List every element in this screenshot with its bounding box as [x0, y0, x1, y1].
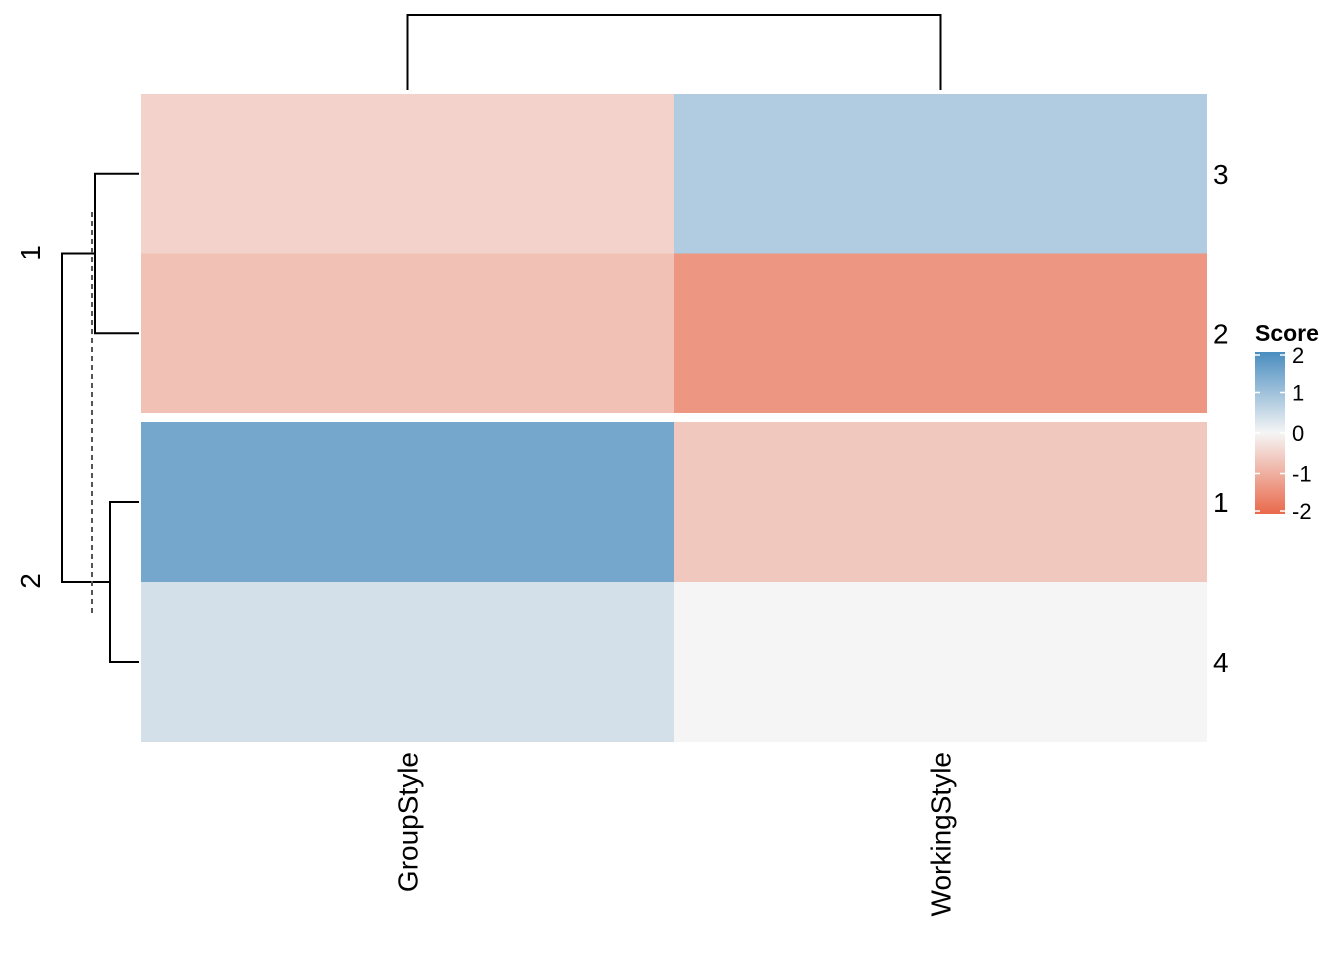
split-label-2: 2 — [15, 573, 46, 589]
heatmap-cell-row-3-WorkingStyle — [674, 94, 1207, 254]
row-dendrogram — [61, 172, 139, 663]
row-dendrogram-root — [61, 252, 110, 583]
column-labels: GroupStyle WorkingStyle — [393, 752, 957, 916]
column-dendrogram-branch — [406, 14, 942, 90]
legend-tick-label-0: 0 — [1292, 421, 1304, 446]
split-label-1: 1 — [15, 245, 46, 261]
legend-ticks: 2 1 0 -1 -2 — [1255, 343, 1312, 524]
column-label-workingstyle: WorkingStyle — [926, 752, 957, 916]
heatmap-cell-row-2-GroupStyle — [141, 253, 674, 413]
row-label-2: 2 — [1213, 318, 1229, 349]
row-dendrogram-branch-1 — [94, 172, 139, 335]
heatmap-cell-row-1-WorkingStyle — [674, 422, 1207, 582]
legend-tick-label-2: 2 — [1292, 343, 1304, 368]
heatmap-cell-row-4-WorkingStyle — [674, 582, 1207, 742]
heatmap-cell-row-4-GroupStyle — [141, 582, 674, 742]
column-label-groupstyle: GroupStyle — [393, 752, 424, 892]
column-dendrogram — [406, 14, 942, 90]
heatmap-cells — [141, 94, 1207, 742]
heatmap-cell-row-2-WorkingStyle — [674, 253, 1207, 413]
row-label-1: 1 — [1213, 487, 1229, 518]
heatmap-cell-row-1-GroupStyle — [141, 422, 674, 582]
row-dendrogram-branch-2 — [109, 501, 139, 663]
legend-title: Score — [1255, 320, 1319, 346]
heatmap-cell-row-3-GroupStyle — [141, 94, 674, 254]
split-labels: 12 — [15, 245, 46, 589]
row-labels: 3 2 1 4 — [1213, 159, 1229, 678]
row-label-4: 4 — [1213, 647, 1229, 678]
color-legend: Score 2 1 0 -1 -2 — [1255, 320, 1319, 524]
legend-tick-label--1: -1 — [1292, 462, 1312, 487]
row-label-3: 3 — [1213, 159, 1229, 190]
legend-tick-label-1: 1 — [1292, 381, 1304, 406]
legend-tick-label--2: -2 — [1292, 499, 1312, 524]
